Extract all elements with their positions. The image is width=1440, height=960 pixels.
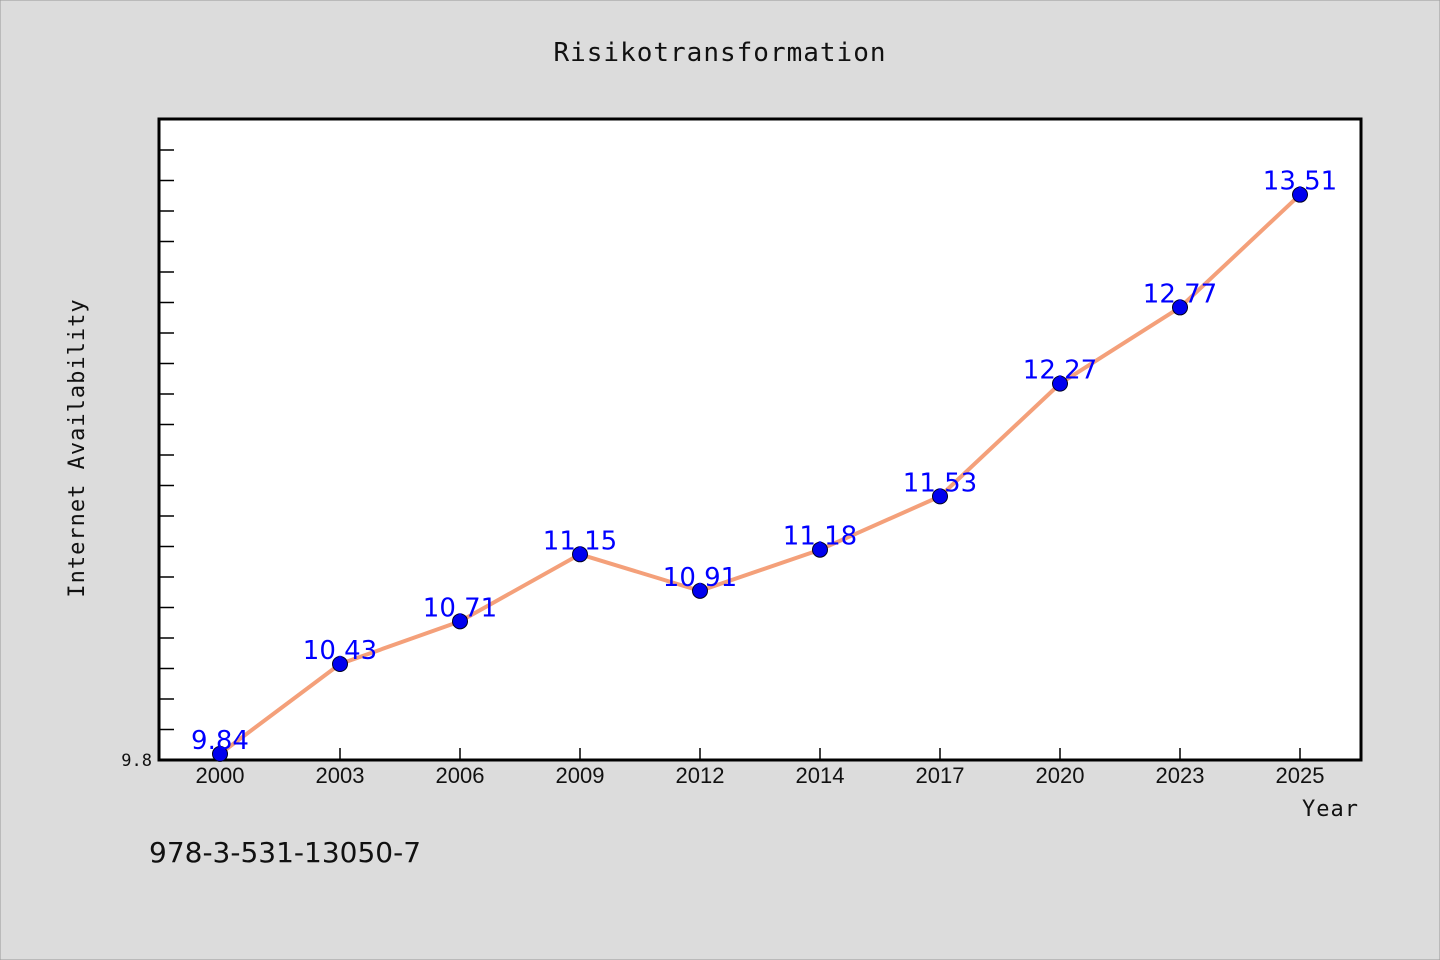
data-label: 11.18 — [783, 522, 857, 552]
x-tick-label: 2006 — [436, 763, 485, 788]
y-tick-label: 9.8 — [121, 751, 152, 771]
plot-area — [157, 117, 1363, 762]
data-point — [332, 656, 348, 672]
x-tick-label: 2017 — [916, 763, 965, 788]
data-label: 10.43 — [303, 636, 377, 666]
x-axis: 2000 2003 2006 2009 2012 2014 2017 2020 2023 2025 — [196, 748, 1325, 788]
y-axis: 9.8 — [121, 751, 152, 771]
data-label: 12.27 — [1023, 356, 1097, 386]
data-label: 9.84 — [191, 726, 249, 756]
x-tick-label: 2025 — [1276, 763, 1325, 788]
data-label: 11.15 — [543, 526, 617, 556]
data-point — [212, 745, 228, 762]
data-point — [932, 488, 948, 505]
chart-title: Risikotransformation — [553, 38, 886, 68]
data-point — [1172, 299, 1188, 316]
series-line — [218, 193, 1302, 756]
data-label: 13.51 — [1263, 167, 1337, 197]
data-point — [1292, 186, 1308, 203]
x-tick-label: 2020 — [1036, 763, 1085, 788]
x-tick-label: 2009 — [556, 763, 605, 788]
x-tick-label: 2012 — [676, 763, 725, 788]
x-tick-label: 2014 — [796, 763, 845, 788]
data-label: 12.77 — [1143, 279, 1217, 309]
x-axis-label: Year — [1302, 797, 1359, 822]
series-layer — [212, 186, 1308, 762]
data-labels-layer: 9.84 10.43 10.71 11.15 10.91 11.18 11.53 12.27 1… — [191, 167, 1337, 756]
data-point — [452, 613, 468, 630]
footnote: 978-3-531-13050-7 — [149, 836, 421, 869]
x-tick-label: 2003 — [316, 763, 365, 788]
y-axis-label: Internet Availability — [65, 298, 90, 597]
data-label: 10.71 — [423, 593, 497, 623]
x-tick-label: 2000 — [196, 763, 245, 788]
data-point — [572, 546, 588, 563]
data-label: 11.53 — [903, 468, 977, 498]
x-tick-label: 2023 — [1156, 763, 1205, 788]
data-point — [1052, 375, 1068, 392]
data-label: 10.91 — [663, 563, 737, 593]
data-point — [812, 541, 828, 558]
y-axis-minor-ticks — [159, 149, 174, 731]
data-point — [692, 582, 708, 599]
